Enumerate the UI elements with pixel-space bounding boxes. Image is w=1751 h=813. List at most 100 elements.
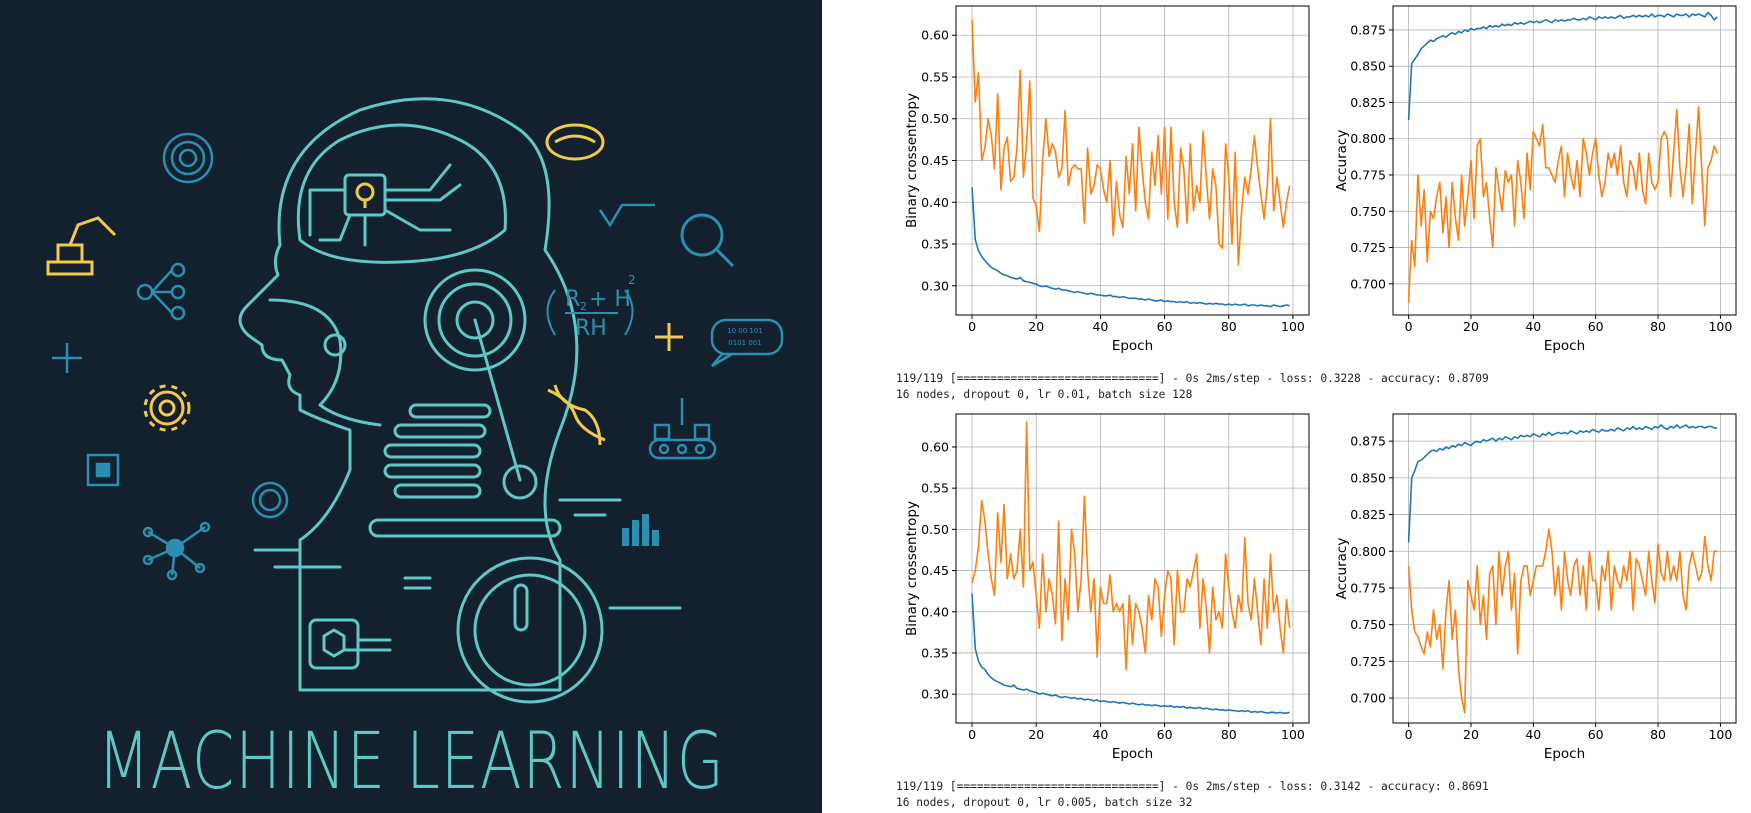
plus-yellow-icon <box>655 323 683 351</box>
y-tick-label: 0.700 <box>1350 276 1386 291</box>
chat-line-1: 10 00 101 <box>727 327 763 335</box>
y-tick-label: 0.55 <box>921 481 949 496</box>
conveyor-icon <box>648 398 717 460</box>
x-tick-label: 0 <box>1405 727 1413 742</box>
x-tick-label: 0 <box>1405 319 1413 334</box>
y-tick-label: 0.35 <box>921 645 949 660</box>
y-axis-label: Accuracy <box>1334 130 1350 192</box>
x-tick-label: 40 <box>1525 319 1541 334</box>
series-line-1 <box>1407 424 1718 543</box>
formula-icon: R 2 + H RH 2 <box>546 273 636 341</box>
x-tick-label: 100 <box>1281 727 1305 742</box>
formula-bottom: RH <box>575 316 607 341</box>
x-axis-label: Epoch <box>1544 338 1585 354</box>
series-line-2 <box>971 20 1291 266</box>
y-tick-label: 0.700 <box>1350 691 1386 706</box>
x-tick-label: 60 <box>1157 727 1173 742</box>
fingerprint-icon <box>162 132 214 184</box>
search-icon <box>680 213 735 268</box>
series-line-1 <box>971 187 1290 308</box>
notebook-output <box>822 0 1751 813</box>
x-tick-label: 0 <box>968 319 976 334</box>
y-tick-label: 0.40 <box>921 604 949 619</box>
y-tick-label: 0.60 <box>921 439 949 454</box>
y-tick-label: 0.50 <box>921 522 949 537</box>
y-tick-label: 0.50 <box>921 111 949 126</box>
y-tick-label: 0.875 <box>1350 22 1386 37</box>
formula-plus: + H <box>589 287 631 312</box>
x-tick-label: 20 <box>1463 319 1479 334</box>
y-tick-label: 0.825 <box>1350 507 1386 522</box>
y-tick-label: 0.750 <box>1350 204 1386 219</box>
x-tick-label: 40 <box>1092 727 1108 742</box>
x-tick-label: 80 <box>1650 319 1666 334</box>
y-tick-label: 0.725 <box>1350 240 1386 255</box>
chart-2-loss: 0 20 40 60 80 100 0.30 0.35 0.40 0.45 0.50 0.55 0.60… <box>904 413 1310 762</box>
poster-illustration: R 2 + H RH 2 10 00 101 0101 001 <box>46 97 784 704</box>
x-tick-label: 40 <box>1092 319 1108 334</box>
run-2-log: 119/119 [==============================]… <box>896 780 1489 793</box>
bar-chart-icon <box>622 514 659 546</box>
x-tick-label: 20 <box>1028 319 1044 334</box>
plus-icon <box>52 343 82 373</box>
gear-icon <box>143 384 191 432</box>
x-tick-label: 20 <box>1028 727 1044 742</box>
series-line-1 <box>1407 11 1718 120</box>
x-tick-label: 60 <box>1588 319 1604 334</box>
x-axis-label: Epoch <box>1544 746 1585 762</box>
formula-top: R <box>565 287 580 312</box>
brain-outline <box>296 123 507 264</box>
formula-sub: 2 <box>580 300 587 313</box>
chart-1-accuracy: 0 20 40 60 80 100 0.700 0.725 0.750 0.775 0.800 0.8… <box>1334 5 1737 354</box>
chip-icon <box>86 453 120 487</box>
y-tick-label: 0.40 <box>921 195 949 210</box>
y-tick-label: 0.30 <box>921 687 949 702</box>
y-tick-label: 0.850 <box>1350 470 1386 485</box>
y-tick-label: 0.35 <box>921 237 949 252</box>
y-tick-label: 0.775 <box>1350 168 1386 183</box>
plot-frame <box>1392 413 1737 724</box>
network-icon <box>136 262 186 321</box>
chat-icon: 10 00 101 0101 001 <box>710 318 784 368</box>
robot-arm-icon <box>46 216 117 276</box>
y-tick-label: 0.800 <box>1350 131 1386 146</box>
sqrt-icon <box>598 203 655 228</box>
y-axis-label: Binary crossentropy <box>904 501 920 636</box>
x-tick-label: 60 <box>1588 727 1604 742</box>
x-tick-label: 60 <box>1157 319 1173 334</box>
y-axis-label: Binary crossentropy <box>904 93 920 228</box>
dna-icon <box>547 384 606 446</box>
run-1-log: 119/119 [==============================]… <box>896 372 1489 385</box>
series-line-2 <box>971 421 1291 671</box>
plot-frame <box>955 413 1310 724</box>
chat-line-2: 0101 001 <box>728 339 761 347</box>
y-tick-label: 0.800 <box>1350 544 1386 559</box>
x-tick-label: 100 <box>1708 319 1732 334</box>
y-tick-label: 0.55 <box>921 69 949 84</box>
series-line-1 <box>971 593 1290 714</box>
x-tick-label: 0 <box>968 727 976 742</box>
lightbulb-icon <box>355 182 375 208</box>
y-tick-label: 0.775 <box>1350 580 1386 595</box>
brain-icon <box>545 123 605 161</box>
y-tick-label: 0.750 <box>1350 617 1386 632</box>
y-tick-label: 0.850 <box>1350 59 1386 74</box>
x-tick-label: 100 <box>1708 727 1732 742</box>
chart-2-accuracy: 0 20 40 60 80 100 0.700 0.725 0.750 0.775 0.800 0.8… <box>1334 413 1737 762</box>
x-axis-label: Epoch <box>1112 338 1153 354</box>
x-tick-label: 80 <box>1221 319 1237 334</box>
x-axis-label: Epoch <box>1112 746 1153 762</box>
head-outline <box>238 97 579 692</box>
plot-frame <box>1392 5 1737 316</box>
molecule-icon <box>142 521 211 581</box>
run-2-params: 16 nodes, dropout 0, lr 0.005, batch siz… <box>896 796 1193 809</box>
series-line-2 <box>1407 528 1718 714</box>
x-tick-label: 100 <box>1281 319 1305 334</box>
poster-title: MACHINE LEARNING <box>97 717 725 807</box>
y-axis-label: Accuracy <box>1334 538 1350 600</box>
machine-learning-poster: R 2 + H RH 2 10 00 101 0101 001 <box>0 0 822 813</box>
series-line-2 <box>1407 106 1719 303</box>
y-tick-label: 0.825 <box>1350 95 1386 110</box>
y-tick-label: 0.60 <box>921 28 949 43</box>
y-tick-label: 0.725 <box>1350 654 1386 669</box>
